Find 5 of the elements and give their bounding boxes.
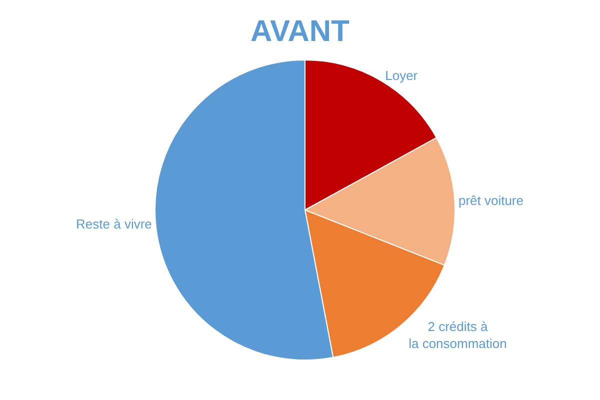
slice-label: Loyer [385, 68, 418, 83]
slice-label: Reste à vivre [76, 216, 152, 232]
slice-label: 2 crédits à la consommation [408, 319, 507, 351]
chart-title: AVANT [250, 15, 350, 48]
slice-label: prêt voiture [458, 193, 524, 208]
